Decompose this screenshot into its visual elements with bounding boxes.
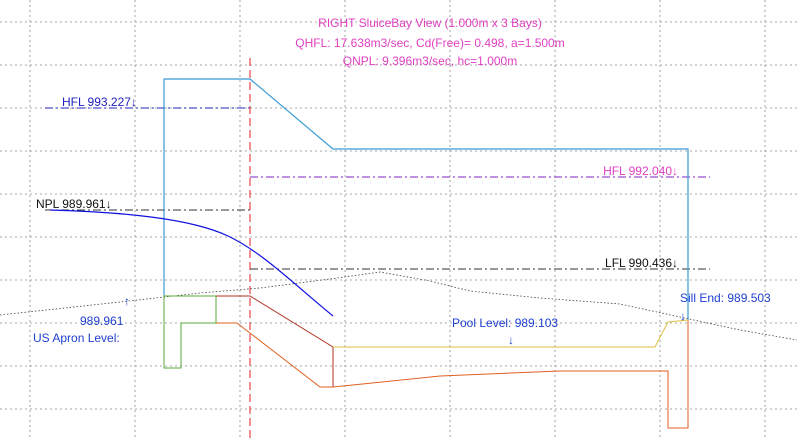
glacis-surface	[216, 295, 334, 387]
us-apron-label: US Apron Level:	[33, 331, 120, 345]
us-apron-value: 989.961	[80, 314, 124, 328]
sill-end-arrow: ↓	[680, 309, 686, 323]
title-line-2: QHFL: 17.638m3/sec, Cd(Free)= 0.498, a=1…	[295, 36, 564, 50]
sill-end-label: Sill End: 989.503	[680, 291, 771, 305]
pool-surface	[333, 319, 689, 348]
us-apron-arrow: ↑	[124, 294, 130, 308]
lfl-ds-label: LFL 990.436↓	[605, 256, 678, 270]
npl-us-label: NPL 989.961↓	[36, 197, 112, 211]
hfl-us-label: HFL 993.227↓	[62, 95, 137, 109]
hfl-ds-label: HFL 992.040↓	[603, 164, 678, 178]
title-line-3: QNPL: 9.396m3/sec, hc=1.000m	[343, 54, 517, 68]
ground-line	[0, 271, 797, 341]
title-line-1: RIGHT SluiceBay View (1.000m x 3 Bays)	[318, 16, 542, 30]
us-apron	[163, 295, 217, 369]
structure-outline	[163, 78, 689, 320]
water-surface-profile	[49, 209, 334, 317]
pool-level-label: Pool Level: 989.103	[452, 316, 558, 330]
floor-bottom	[216, 320, 689, 429]
pool-level-arrow: ↓	[508, 333, 514, 347]
